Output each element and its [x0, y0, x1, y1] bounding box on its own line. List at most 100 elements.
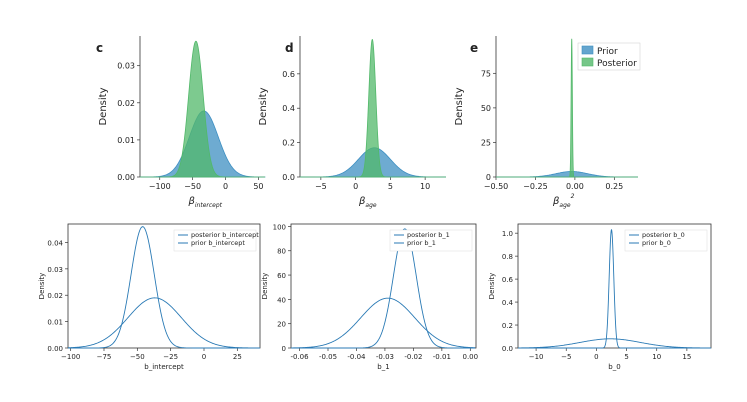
- y-axis-label: Density: [454, 87, 465, 125]
- x-axis-label: βage2: [552, 193, 575, 209]
- x-tick-label: 10: [652, 353, 661, 361]
- panel-d: −5 0 5 10 0.0 0.2 0.4 0.6 Density βage d: [258, 36, 446, 209]
- y-tick-label: 0.4: [502, 299, 514, 307]
- y-tick-label: 20: [277, 321, 286, 329]
- y-tick-label: 1.0: [502, 230, 513, 238]
- x-tick-label: -0.01: [433, 353, 451, 361]
- x-axis-label: b_intercept: [144, 363, 184, 371]
- x-tick-label: -0.03: [376, 353, 394, 361]
- y-tick-label: 75: [481, 69, 491, 78]
- legend-box: [624, 229, 708, 252]
- panel-bottom-2: -0.06 -0.05 -0.04 -0.03 -0.02 -0.01 0.00 0 20 40 6…: [261, 223, 478, 371]
- x-tick-label: 0: [223, 182, 228, 191]
- y-axis-label: Density: [98, 87, 109, 125]
- panel-e: −0.50 −0.25 0.00 0.25 0 25 50 75 Density βage2 e Pr…: [454, 36, 641, 209]
- legend-label: posterior b_1: [407, 231, 450, 239]
- x-tick-label: −100: [61, 353, 80, 361]
- y-tick-label: 50: [481, 104, 491, 113]
- x-tick-label: −0.25: [523, 182, 548, 191]
- legend-label-prior: Prior: [597, 47, 618, 57]
- panel-letter: c: [96, 41, 103, 55]
- density-line-0: [518, 228, 711, 349]
- density-line-0: [291, 228, 476, 349]
- legend-label: prior b_1: [407, 239, 436, 247]
- x-tick-label: −0.50: [484, 182, 509, 191]
- x-tick-label: 5: [624, 353, 628, 361]
- y-tick-label: 0.02: [117, 99, 135, 108]
- y-tick-label: 0.0: [502, 345, 513, 353]
- legend-label-posterior: Posterior: [597, 59, 637, 69]
- density-area-posterior: [140, 40, 265, 178]
- x-tick-label: −5: [561, 353, 571, 361]
- y-tick-label: 60: [277, 272, 286, 280]
- y-tick-label: 0.02: [47, 292, 63, 300]
- y-axis-label: Density: [38, 273, 46, 300]
- y-tick-label: 0.2: [282, 139, 295, 148]
- x-axis-label-subscript: intercept: [195, 202, 223, 209]
- plot-frame: [290, 223, 477, 349]
- panel-letter: e: [470, 41, 478, 55]
- density-line-0: [68, 226, 260, 349]
- panel-c: −100 −50 0 50 0.00 0.01 0.02 0.03 Density βinterc…: [96, 36, 266, 209]
- density-area-posterior: [300, 38, 446, 178]
- x-tick-label: -0.05: [319, 353, 337, 361]
- x-axis-label-subscript: age: [559, 202, 570, 209]
- legend: Prior Posterior: [577, 42, 641, 71]
- legend-label: posterior b_0: [642, 231, 685, 239]
- y-tick-label: 0.0: [282, 173, 295, 182]
- plot-frame: [517, 223, 712, 349]
- x-tick-label: 5: [388, 182, 393, 191]
- y-tick-label: 0.8: [502, 253, 513, 261]
- x-tick-label: −50: [184, 182, 201, 191]
- legend-box: [173, 229, 257, 252]
- plot-frame: [67, 223, 261, 349]
- x-tick-label: −10: [529, 353, 544, 361]
- x-tick-label: −50: [130, 353, 145, 361]
- y-tick-label: 0.00: [117, 173, 135, 182]
- y-tick-label: 0.03: [117, 62, 135, 71]
- legend-label: posterior b_intercept: [191, 231, 259, 239]
- panel-bottom-3: −10 −5 0 5 10 15 0.0 0.2 0.4 0.6 0.8 1.0 Density b_0 p…: [488, 223, 712, 371]
- x-axis-label: βage: [358, 196, 377, 209]
- x-axis-label-superscript: 2: [571, 193, 575, 200]
- y-tick-label: 100: [273, 223, 286, 231]
- y-tick-label: 0.01: [117, 136, 135, 145]
- y-tick-label: 0: [486, 173, 491, 182]
- x-tick-label: -0.02: [404, 353, 422, 361]
- x-tick-label: -0.06: [290, 353, 309, 361]
- y-tick-label: 0.2: [502, 322, 513, 330]
- density-area-posterior: [496, 38, 638, 178]
- x-tick-label: -0.04: [347, 353, 366, 361]
- x-tick-label: 25: [233, 353, 242, 361]
- x-tick-label: −5: [315, 182, 327, 191]
- panel-letter: d: [285, 41, 294, 55]
- y-tick-label: 0.01: [47, 319, 63, 327]
- density-line-1: [518, 338, 712, 349]
- x-tick-label: 0: [353, 182, 358, 191]
- x-tick-label: 0.00: [566, 182, 584, 191]
- density-line-1: [290, 297, 476, 349]
- y-tick-label: 40: [277, 296, 286, 304]
- legend-swatch-posterior: [581, 57, 594, 67]
- legend-label: prior b_0: [642, 239, 671, 247]
- density-area-prior: [496, 171, 638, 178]
- y-tick-label: 0.04: [47, 239, 63, 247]
- x-tick-label: 10: [420, 182, 430, 191]
- y-tick-label: 0.6: [502, 276, 514, 284]
- x-axis-label: βintercept: [188, 196, 223, 209]
- legend-box: [389, 229, 473, 252]
- y-tick-label: 80: [277, 248, 286, 256]
- x-tick-label: −75: [97, 353, 112, 361]
- x-tick-label: 0: [202, 353, 206, 361]
- y-axis-label: Density: [258, 87, 269, 125]
- x-tick-label: 0: [594, 353, 598, 361]
- panel-bottom-1: −100 −75 −50 −25 0 25 0.00 0.01 0.02 0.03 0.04 Dens…: [38, 223, 261, 371]
- y-tick-label: 25: [481, 138, 491, 147]
- density-line-1: [67, 297, 260, 349]
- x-tick-label: 50: [253, 182, 263, 191]
- x-axis-label: b_0: [608, 363, 620, 371]
- x-tick-label: −100: [149, 182, 171, 191]
